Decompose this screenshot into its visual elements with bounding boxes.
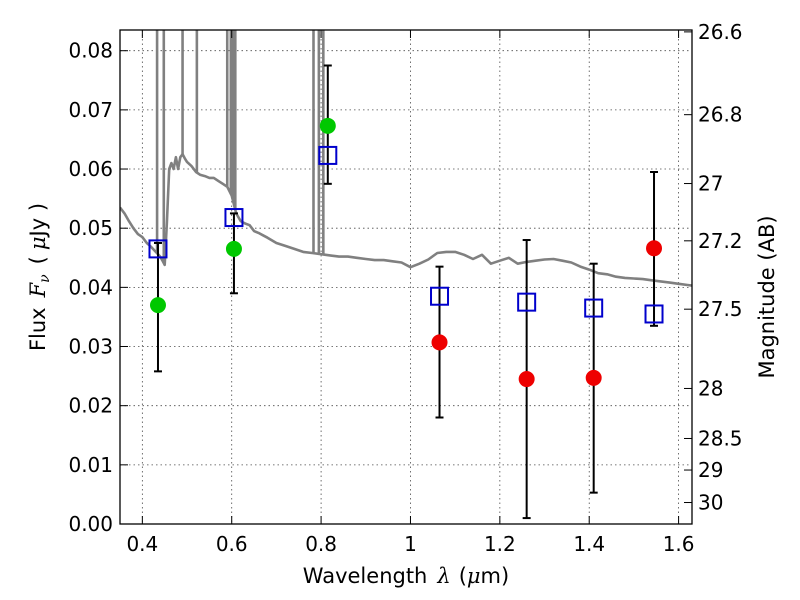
photometry-point: [646, 240, 663, 257]
photometry-point: [518, 371, 535, 388]
photometry-point: [431, 334, 448, 351]
secondary-y-axis-label: Magnitude (AB): [755, 215, 779, 378]
x-tick-label: 0.4: [126, 532, 158, 556]
y2-tick-label: 27: [698, 172, 723, 196]
y-tick-label: 0.03: [68, 335, 113, 359]
x-tick-label: 1.6: [663, 532, 695, 556]
y2-tick-label: 27.5: [698, 297, 743, 321]
model-photometry-square: [224, 208, 244, 228]
y-tick-label: 0.08: [68, 39, 113, 63]
x-tick-label: 1.2: [484, 532, 516, 556]
y2-tick-label: 30: [698, 491, 723, 515]
tick-marks: [120, 30, 692, 525]
y-tick-label: 0.06: [68, 157, 113, 181]
grid-lines: [120, 30, 692, 525]
plot-frame: [119, 29, 693, 525]
data-layer: [120, 30, 692, 520]
x-tick-label: 0.6: [216, 532, 248, 556]
model-photometry-square: [148, 239, 168, 259]
y-tick-label: 0.02: [68, 394, 113, 418]
tick-labels: 0.4 0.6 0.8 1 1.2 1.4 1.6 0.00 0.01 0.02 0.03 0.04 0…: [68, 20, 742, 556]
photometry-point: [585, 369, 602, 386]
model-photometry-square: [517, 292, 537, 312]
x-tick-label: 1: [404, 532, 417, 556]
y-tick-label: 0.01: [68, 453, 113, 477]
model-spectrum-line: [120, 152, 692, 287]
y2-tick-label: 26.8: [698, 103, 743, 127]
photometry-point: [225, 240, 242, 257]
x-axis-label: Wavelength λ (μm): [303, 564, 509, 588]
photometry-point: [319, 117, 336, 134]
y2-tick-label: 27.2: [698, 229, 743, 253]
y2-tick-label: 28: [698, 376, 723, 400]
photometry-point: [149, 297, 166, 314]
y-axis-label: FluxFν(μJy ): [26, 203, 53, 351]
y-tick-label: 0.05: [68, 216, 113, 240]
model-photometry-square: [644, 304, 664, 324]
x-tick-label: 0.8: [305, 532, 337, 556]
y2-tick-label: 28.5: [698, 426, 743, 450]
x-tick-label: 1.4: [573, 532, 605, 556]
model-photometry-square: [430, 286, 450, 306]
model-photometry-square: [318, 145, 338, 165]
y-tick-label: 0.07: [68, 98, 113, 122]
y-tick-label: 0.00: [68, 512, 113, 536]
y-tick-label: 0.04: [68, 275, 113, 299]
y2-tick-label: 26.6: [698, 20, 743, 44]
y2-tick-label: 29: [698, 458, 723, 482]
model-photometry-square: [584, 298, 604, 318]
